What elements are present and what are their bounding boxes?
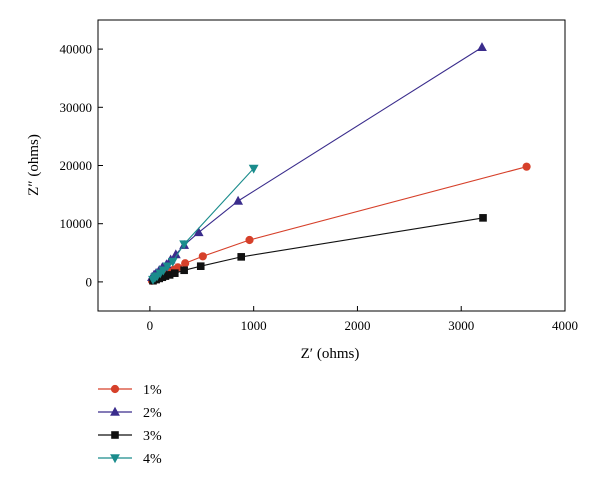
data-point-3pct xyxy=(180,266,188,275)
data-point-4pct xyxy=(248,164,259,174)
legend-marker xyxy=(110,384,120,394)
data-point-3pct xyxy=(170,269,179,277)
y-tick-label: 0 xyxy=(86,274,93,289)
series-line-3pct xyxy=(152,217,484,282)
x-axis: 0 1000 2000 3000 4000 xyxy=(147,306,578,333)
x-axis-title: Z′ (ohms) xyxy=(301,346,360,362)
data-point-1pct xyxy=(181,259,190,268)
data-point-1pct xyxy=(522,162,531,171)
series-4pct xyxy=(148,164,259,285)
data-point-4pct xyxy=(158,266,169,276)
y-tick-label: 10000 xyxy=(60,216,93,231)
legend-marker xyxy=(110,406,120,416)
x-tick-label: 4000 xyxy=(552,318,578,333)
series-1pct xyxy=(147,162,531,285)
data-point-3pct xyxy=(479,214,487,222)
legend-item-2pct: 2% xyxy=(98,406,162,421)
data-point-2pct xyxy=(233,195,244,205)
x-tick-label: 2000 xyxy=(344,318,370,333)
series-line-1pct xyxy=(151,166,527,282)
legend-marker xyxy=(110,454,120,464)
data-point-4pct xyxy=(167,257,178,267)
y-tick-label: 40000 xyxy=(60,42,93,57)
x-tick-label: 1000 xyxy=(241,318,267,333)
data-point-4pct xyxy=(179,240,190,250)
data-point-2pct xyxy=(193,227,204,237)
y-axis: 0 10000 20000 30000 40000 xyxy=(60,42,103,289)
legend-label: 2% xyxy=(143,406,162,421)
data-point-3pct xyxy=(237,253,246,261)
series-line-2pct xyxy=(151,46,483,278)
series-3pct xyxy=(149,214,487,285)
legend-item-1pct: 1% xyxy=(98,383,162,398)
legend-marker xyxy=(111,431,119,439)
legend-label: 3% xyxy=(143,429,162,444)
legend-label: 1% xyxy=(143,383,162,398)
y-tick-label: 20000 xyxy=(60,158,93,173)
legend: 1% 2% 3% 4% xyxy=(98,383,162,467)
legend-item-3pct: 3% xyxy=(98,429,162,444)
y-tick-label: 30000 xyxy=(60,100,93,115)
x-tick-label: 3000 xyxy=(448,318,474,333)
data-point-1pct xyxy=(198,252,207,261)
legend-item-4pct: 4% xyxy=(98,452,162,467)
y-axis-title: Z″ (ohms) xyxy=(26,134,42,196)
legend-label: 4% xyxy=(143,452,162,467)
data-point-3pct xyxy=(196,262,205,270)
data-point-1pct xyxy=(245,235,254,245)
x-tick-label: 0 xyxy=(147,318,154,333)
series-layer xyxy=(147,42,531,285)
data-point-4pct xyxy=(162,262,173,272)
data-point-2pct xyxy=(477,42,487,52)
